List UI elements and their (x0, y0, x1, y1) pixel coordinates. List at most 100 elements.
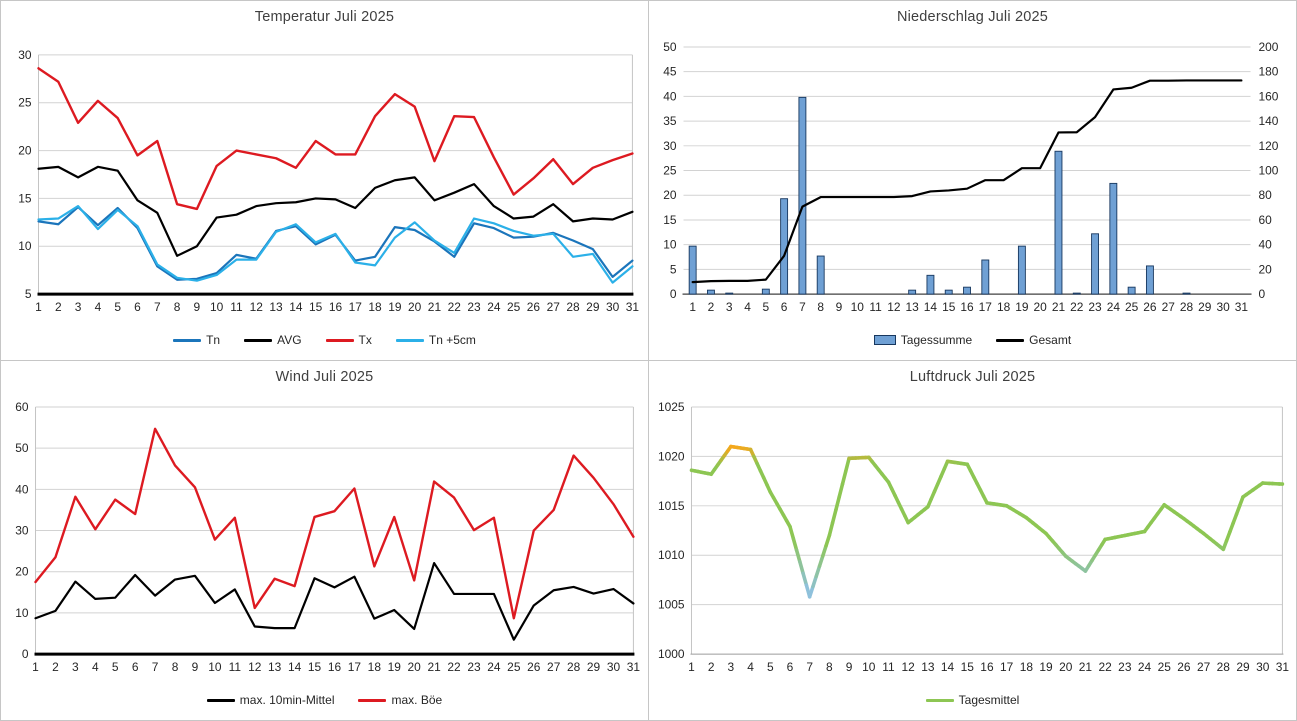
svg-text:31: 31 (626, 300, 640, 314)
svg-text:6: 6 (787, 660, 794, 674)
svg-text:2: 2 (708, 300, 715, 314)
svg-text:15: 15 (663, 213, 677, 227)
svg-text:21: 21 (427, 660, 441, 674)
svg-text:21: 21 (1079, 660, 1093, 674)
svg-text:9: 9 (194, 300, 201, 314)
svg-text:25: 25 (663, 164, 677, 178)
svg-text:28: 28 (567, 660, 581, 674)
svg-text:8: 8 (817, 300, 824, 314)
svg-text:1010: 1010 (658, 548, 685, 562)
svg-text:10: 10 (18, 239, 32, 253)
svg-text:4: 4 (747, 660, 754, 674)
legend-item-gesamt: Gesamt (996, 333, 1071, 347)
svg-text:60: 60 (15, 400, 29, 414)
svg-text:30: 30 (607, 660, 621, 674)
tn-legend-swatch-icon (173, 338, 202, 342)
svg-text:9: 9 (836, 300, 843, 314)
svg-text:27: 27 (547, 660, 561, 674)
svg-text:20: 20 (1258, 262, 1272, 276)
svg-text:160: 160 (1258, 89, 1278, 103)
svg-text:20: 20 (408, 300, 422, 314)
svg-text:24: 24 (1138, 660, 1152, 674)
svg-text:80: 80 (1258, 188, 1272, 202)
svg-text:10: 10 (15, 606, 29, 620)
precipitation-plot: 0510152025303540455002040608010012014016… (663, 40, 1279, 314)
legend-label-tagesmittel: Tagesmittel (958, 693, 1020, 707)
svg-text:1: 1 (35, 300, 42, 314)
svg-text:16: 16 (329, 300, 343, 314)
legend-item-tn: Tn (173, 333, 220, 347)
svg-text:30: 30 (15, 524, 29, 538)
svg-text:3: 3 (75, 300, 82, 314)
svg-text:45: 45 (663, 65, 677, 79)
svg-text:22: 22 (1098, 660, 1112, 674)
svg-text:22: 22 (448, 300, 462, 314)
svg-text:10: 10 (210, 300, 224, 314)
svg-text:29: 29 (1198, 300, 1212, 314)
svg-text:31: 31 (1276, 660, 1290, 674)
svg-text:25: 25 (507, 660, 521, 674)
temperature-legend: Tn AVG Tx Tn +5cm (1, 320, 648, 360)
svg-text:17: 17 (1000, 660, 1014, 674)
svg-text:4: 4 (95, 300, 102, 314)
svg-text:4: 4 (92, 660, 99, 674)
svg-text:8: 8 (826, 660, 833, 674)
svg-text:14: 14 (289, 300, 303, 314)
svg-text:6: 6 (134, 300, 141, 314)
svg-text:30: 30 (1256, 660, 1270, 674)
legend-item-tagesmittel: Tagesmittel (925, 693, 1020, 707)
svg-text:30: 30 (18, 48, 32, 62)
svg-text:19: 19 (1039, 660, 1053, 674)
svg-text:13: 13 (906, 300, 920, 314)
svg-text:21: 21 (1052, 300, 1066, 314)
svg-text:23: 23 (467, 660, 481, 674)
svg-text:30: 30 (606, 300, 620, 314)
svg-text:1020: 1020 (658, 449, 685, 463)
svg-text:20: 20 (663, 188, 677, 202)
svg-text:200: 200 (1258, 40, 1278, 54)
svg-text:10: 10 (862, 660, 876, 674)
svg-text:29: 29 (587, 660, 601, 674)
svg-text:22: 22 (447, 660, 461, 674)
gesamt-legend-swatch-icon (996, 338, 1025, 342)
legend-item-tagessumme: Tagessumme (873, 333, 973, 347)
svg-text:2: 2 (52, 660, 59, 674)
svg-text:12: 12 (248, 660, 262, 674)
svg-text:13: 13 (268, 660, 282, 674)
svg-text:0: 0 (670, 287, 677, 301)
legend-label-tagessumme: Tagessumme (900, 333, 973, 347)
svg-text:20: 20 (408, 660, 422, 674)
svg-text:29: 29 (1236, 660, 1250, 674)
svg-text:16: 16 (980, 660, 994, 674)
svg-text:17: 17 (348, 660, 362, 674)
svg-text:22: 22 (1070, 300, 1084, 314)
svg-text:3: 3 (72, 660, 79, 674)
svg-text:25: 25 (1125, 300, 1139, 314)
svg-text:40: 40 (1258, 238, 1272, 252)
svg-text:14: 14 (941, 660, 955, 674)
svg-text:18: 18 (368, 660, 382, 674)
svg-text:31: 31 (1235, 300, 1249, 314)
svg-text:0: 0 (22, 647, 29, 661)
svg-text:1000: 1000 (658, 647, 685, 661)
svg-text:2: 2 (55, 300, 62, 314)
svg-text:12: 12 (902, 660, 916, 674)
svg-text:5: 5 (763, 300, 770, 314)
svg-text:30: 30 (663, 139, 677, 153)
legend-label-avg: AVG (277, 333, 302, 347)
svg-text:28: 28 (1180, 300, 1194, 314)
tagessumme-legend-swatch-icon (873, 335, 896, 345)
svg-text:17: 17 (979, 300, 993, 314)
svg-text:5: 5 (112, 660, 119, 674)
svg-text:0: 0 (1258, 287, 1265, 301)
legend-item-avg: AVG (244, 333, 302, 347)
svg-text:2: 2 (708, 660, 715, 674)
svg-text:180: 180 (1258, 65, 1278, 79)
svg-text:40: 40 (663, 89, 677, 103)
svg-text:24: 24 (1107, 300, 1121, 314)
pressure-chart-title: Luftdruck Juli 2025 (909, 369, 1036, 385)
svg-text:18: 18 (997, 300, 1011, 314)
